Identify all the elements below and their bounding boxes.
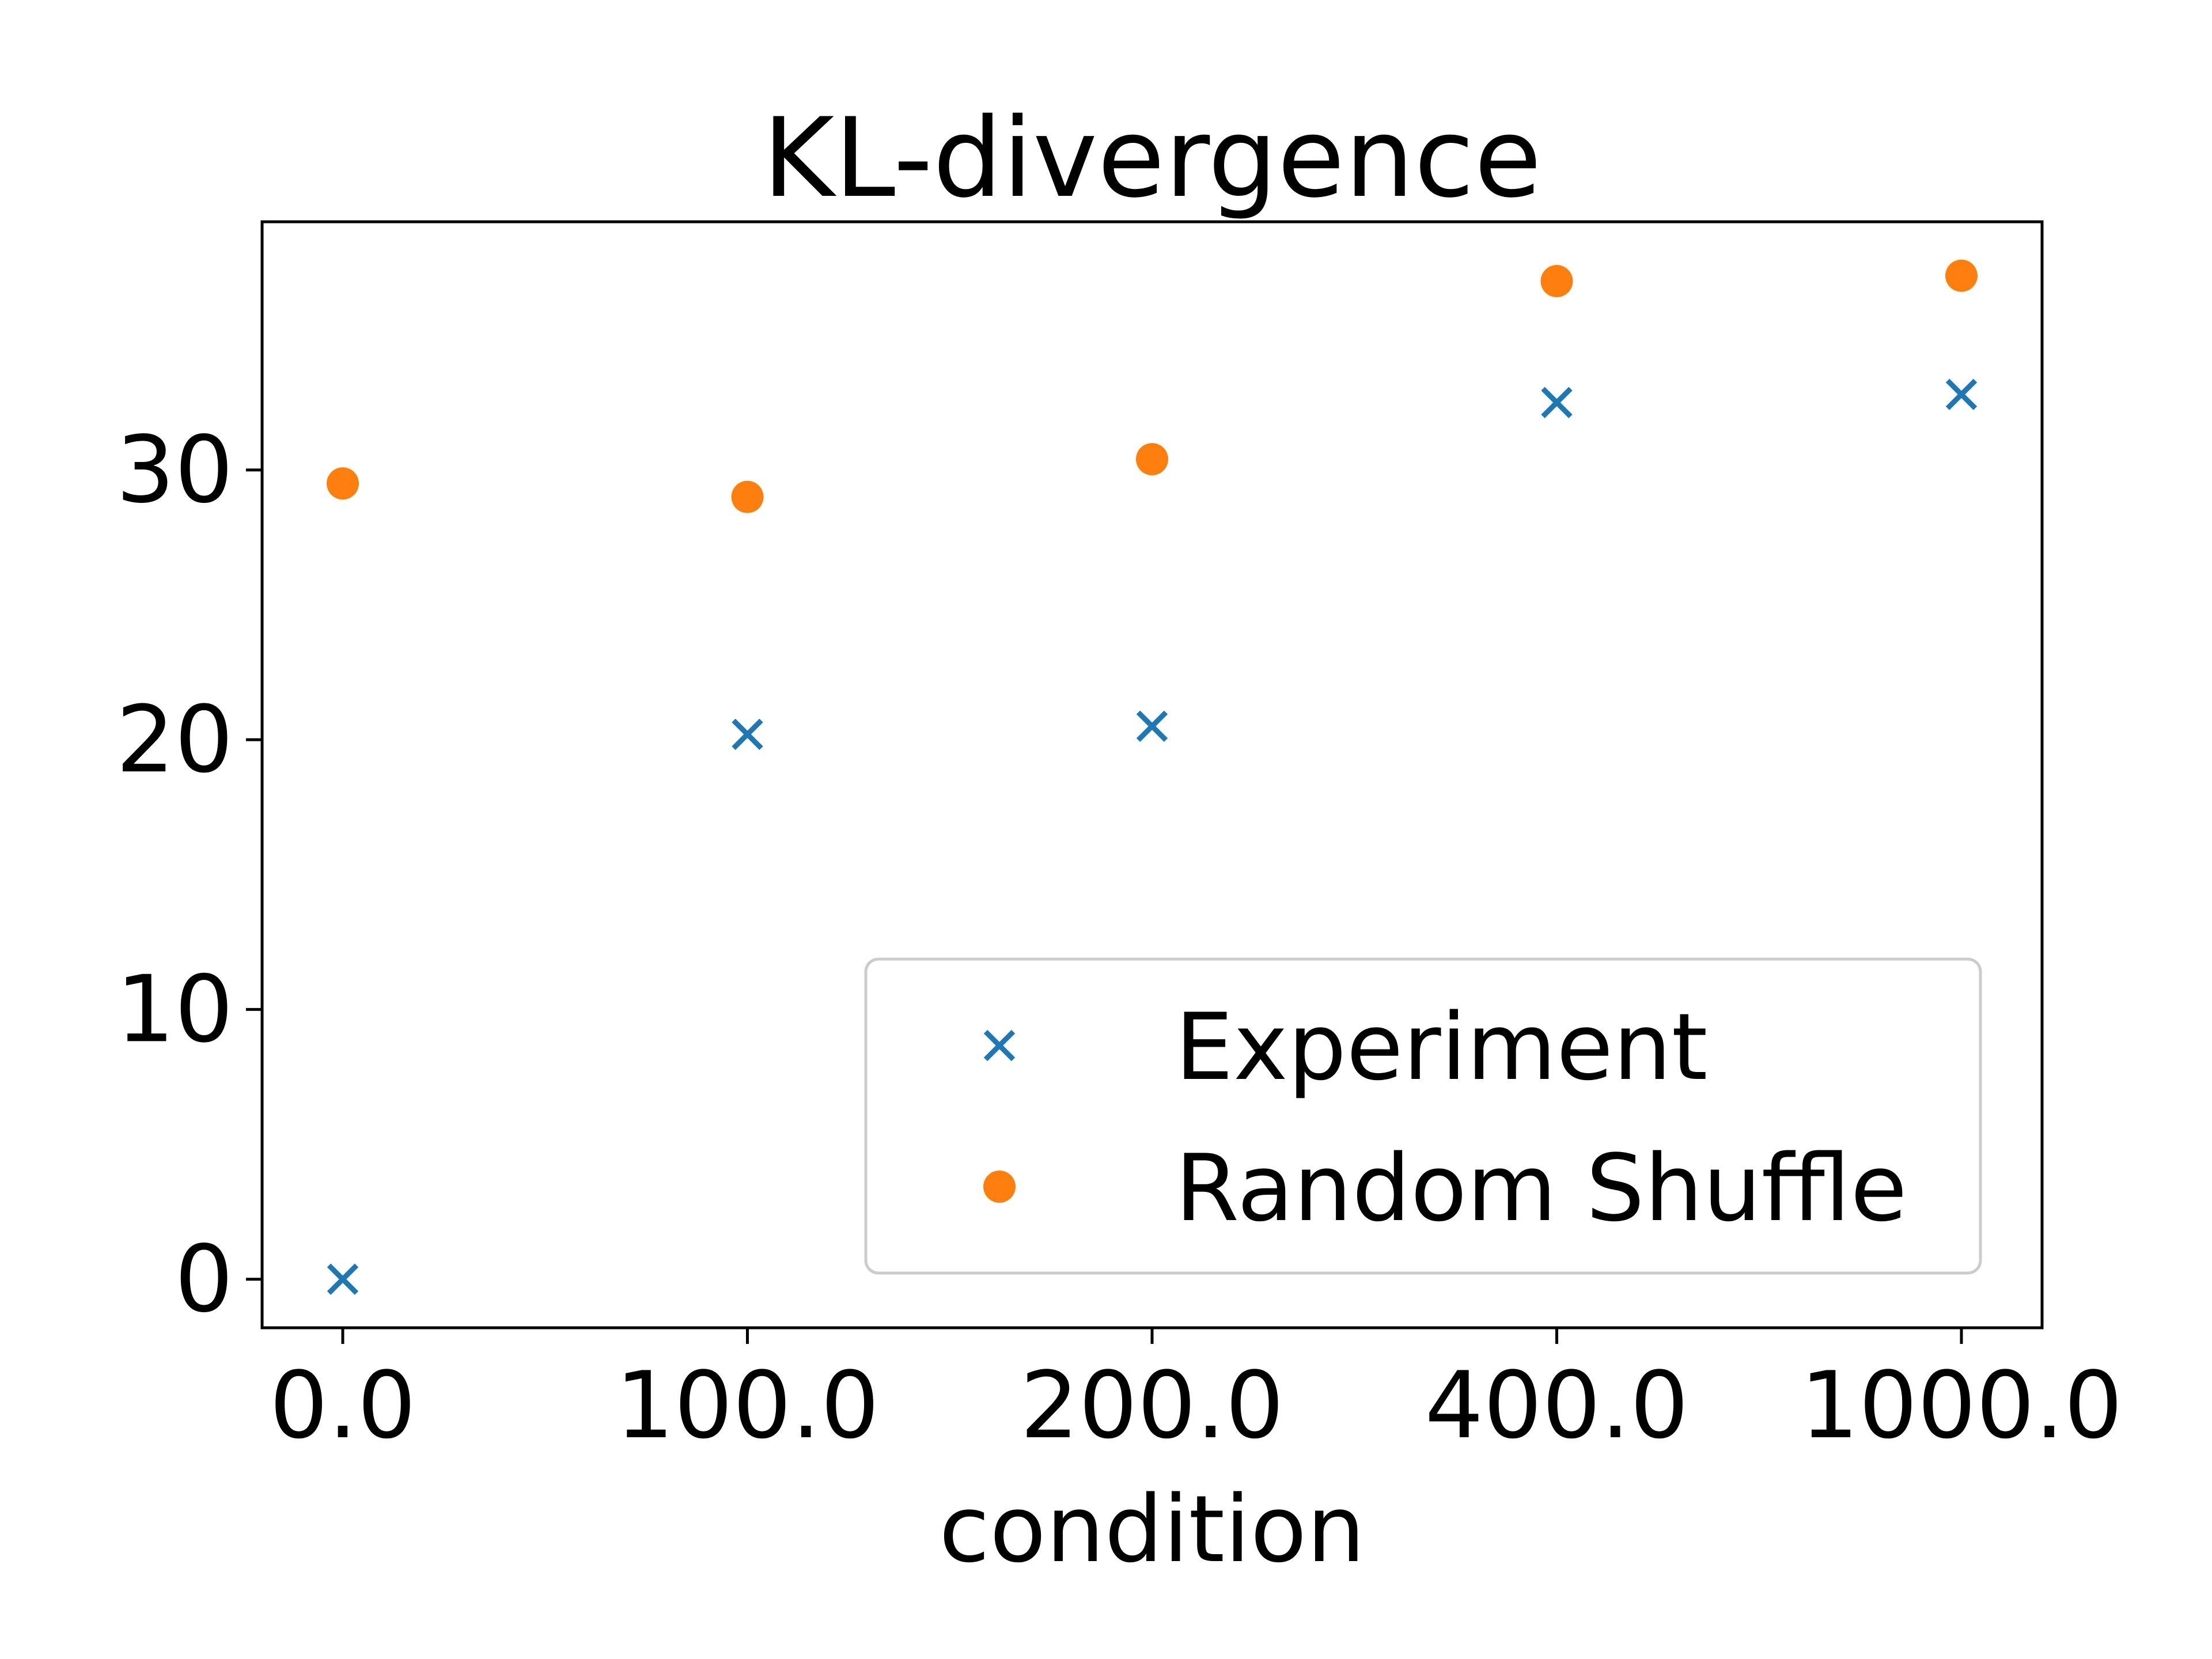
y-tick-label: 20 (116, 685, 233, 793)
y-tick-label: 0 (175, 1225, 233, 1333)
random-shuffle-point (1945, 259, 1978, 292)
y-tick-label: 30 (116, 416, 233, 524)
experiment-point (732, 718, 763, 750)
random-shuffle-point (731, 480, 764, 513)
x-tick-label: 1000.0 (1800, 1351, 2123, 1459)
legend-box (864, 957, 1982, 1275)
y-tick-label: 10 (116, 955, 233, 1063)
chart-title: KL-divergence (763, 94, 1541, 222)
random-shuffle-point (1540, 265, 1573, 298)
x-axis-label: condition (939, 1475, 1365, 1583)
legend-marker-experiment (983, 1029, 1016, 1062)
plot-area: 0 10 20 30 0.0 100.0 200.0 400.0 1000.0 Experimen… (116, 220, 2123, 1459)
legend-label: Experiment (1175, 993, 1707, 1101)
experiment-point (1136, 710, 1168, 742)
experiment-point (1541, 387, 1573, 418)
experiment-point (327, 1263, 359, 1295)
x-tick-label: 200.0 (1020, 1351, 1284, 1459)
x-tick-label: 0.0 (270, 1351, 416, 1459)
legend-label: Random Shuffle (1175, 1134, 1907, 1242)
random-shuffle-point (327, 467, 359, 500)
experiment-point (1945, 378, 1978, 410)
legend-marker-random-shuffle (983, 1171, 1016, 1203)
random-shuffle-point (1136, 443, 1168, 476)
x-tick-label: 400.0 (1425, 1351, 1688, 1459)
x-tick-label: 100.0 (615, 1351, 879, 1459)
